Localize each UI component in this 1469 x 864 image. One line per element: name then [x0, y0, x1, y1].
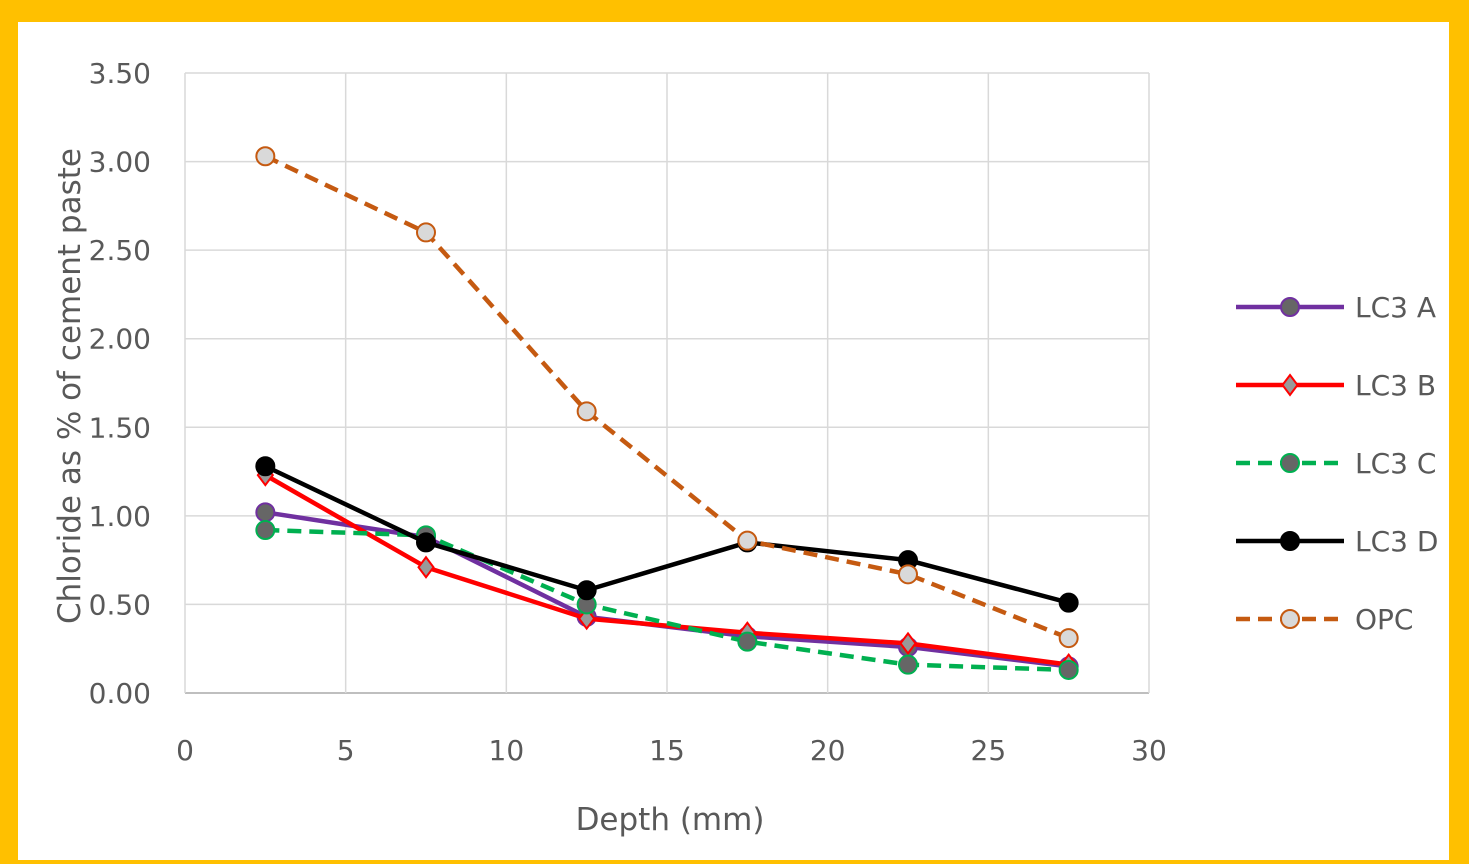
legend-item-lc3-a: LC3 A	[1236, 291, 1436, 324]
data-point-opc	[416, 222, 436, 243]
y-axis-title: Chloride as % of cement paste	[52, 148, 88, 624]
legend-marker-lc3-d	[1280, 531, 1300, 551]
data-point-opc	[898, 564, 918, 585]
series-opc	[255, 146, 1079, 649]
series-line-opc	[264, 154, 1070, 641]
legend: LC3 A LC3 B LC3 C LC3 D OPC	[1236, 291, 1438, 636]
y-tick-label: 3.50	[89, 57, 151, 90]
legend-item-lc3-d: LC3 D	[1236, 525, 1438, 558]
x-axis-title: Depth (mm)	[576, 802, 765, 838]
x-tick-label: 10	[489, 734, 525, 767]
legend-label-lc3-c: LC3 C	[1355, 447, 1436, 480]
legend-label-lc3-d: LC3 D	[1355, 525, 1438, 558]
series-line-lc3-d	[264, 464, 1070, 605]
data-point-lc3-b	[899, 631, 917, 656]
legend-label-lc3-a: LC3 A	[1355, 291, 1436, 324]
legend-label-opc: OPC	[1355, 603, 1413, 636]
x-axis-tick-labels: 0 5 10 15 20 25 30	[176, 734, 1167, 767]
y-tick-label: 1.50	[89, 411, 151, 444]
legend-marker-lc3-c	[1280, 453, 1300, 473]
legend-item-lc3-b: LC3 B	[1236, 369, 1436, 402]
legend-item-opc: OPC	[1236, 603, 1413, 636]
x-tick-label: 5	[337, 734, 355, 767]
legend-item-lc3-c: LC3 C	[1236, 447, 1436, 480]
data-point-opc	[576, 401, 597, 422]
data-point-lc3-c	[737, 631, 758, 652]
data-point-opc	[1058, 628, 1079, 649]
y-tick-label: 1.00	[89, 500, 151, 533]
legend-label-lc3-b: LC3 B	[1355, 369, 1436, 402]
grid-lines	[184, 72, 1150, 694]
data-point-opc	[255, 146, 276, 167]
y-tick-label: 0.50	[89, 588, 151, 621]
series-line-lc3-b	[264, 473, 1069, 667]
line-chart: 0.00 0.50 1.00 1.50 2.00 2.50 3.00 3.50 0 5 10 15 2…	[52, 57, 1438, 838]
data-point-lc3-d	[576, 580, 597, 601]
data-point-lc3-c	[255, 520, 276, 541]
data-point-lc3-a	[255, 502, 276, 523]
legend-marker-opc	[1280, 609, 1300, 629]
y-tick-label: 0.00	[89, 677, 151, 710]
x-tick-label: 20	[810, 734, 846, 767]
chart-frame: 0.00 0.50 1.00 1.50 2.00 2.50 3.00 3.50 0 5 10 15 2…	[18, 22, 1449, 860]
data-point-lc3-b	[417, 555, 435, 579]
x-tick-label: 15	[649, 734, 685, 767]
y-tick-label: 2.00	[89, 323, 151, 356]
data-point-lc3-d	[1058, 592, 1079, 613]
data-point-lc3-d	[255, 456, 276, 477]
legend-marker-lc3-b	[1281, 373, 1299, 397]
x-tick-label: 25	[971, 734, 1007, 767]
data-point-lc3-d	[416, 532, 436, 553]
series-line-lc3-c	[265, 527, 1069, 673]
y-tick-label: 3.00	[89, 146, 151, 179]
x-tick-label: 0	[176, 734, 194, 767]
legend-marker-lc3-a	[1280, 297, 1300, 317]
x-tick-label: 30	[1131, 734, 1167, 767]
series-lc3-d	[255, 456, 1079, 613]
data-point-lc3-c	[1058, 659, 1079, 680]
y-axis-tick-labels: 0.00 0.50 1.00 1.50 2.00 2.50 3.00 3.50	[89, 57, 151, 710]
y-tick-label: 2.50	[89, 234, 151, 267]
series-layer	[255, 146, 1079, 680]
data-point-lc3-c	[898, 654, 918, 675]
data-point-opc	[737, 530, 758, 551]
